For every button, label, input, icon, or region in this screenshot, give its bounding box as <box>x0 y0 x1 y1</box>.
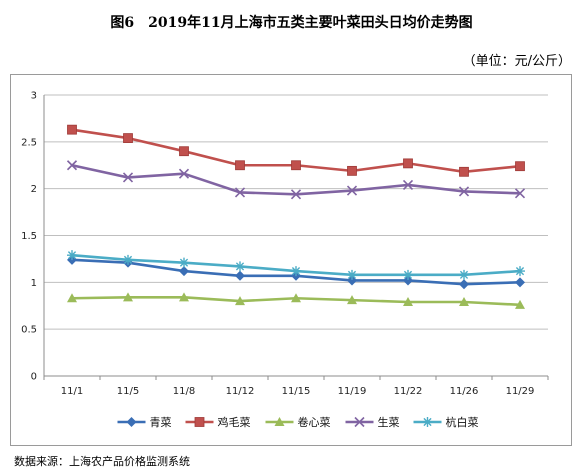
data-point-鸡毛菜 <box>123 133 133 143</box>
legend-label: 青菜 <box>150 416 172 429</box>
data-point-杭白菜 <box>459 269 469 280</box>
data-point-卷心菜 <box>67 293 77 303</box>
legend-label: 卷心菜 <box>298 415 331 429</box>
y-tick-label: 2 <box>31 184 37 195</box>
data-point-卷心菜 <box>123 292 133 302</box>
y-tick-label: 1.5 <box>21 231 37 242</box>
x-tick-label: 11/5 <box>117 386 139 397</box>
legend-marker-杭白菜 <box>422 417 433 427</box>
legend-marker-生菜 <box>354 416 365 428</box>
x-tick-label: 11/8 <box>173 386 195 397</box>
data-point-鸡毛菜 <box>515 161 525 172</box>
data-point-生菜 <box>122 172 134 183</box>
data-point-卷心菜 <box>459 297 469 307</box>
y-tick-label: 2.5 <box>21 137 37 148</box>
data-point-鸡毛菜 <box>235 160 245 171</box>
legend-label: 杭白菜 <box>446 415 479 429</box>
data-point-鸡毛菜 <box>459 166 469 177</box>
data-point-鸡毛菜 <box>67 124 77 135</box>
data-point-卷心菜 <box>235 296 245 306</box>
chart-frame <box>10 74 572 446</box>
data-point-杭白菜 <box>179 257 189 268</box>
legend-marker-鸡毛菜 <box>194 417 205 427</box>
chart-title: 图6 2019年11月上海市五类主要叶菜田头日均价走势图 <box>110 15 473 31</box>
data-point-青菜 <box>515 277 525 288</box>
legend-marker-青菜 <box>126 417 137 427</box>
data-point-生菜 <box>514 188 526 199</box>
data-source-note: 数据来源：上海农产品价格监测系统 <box>14 455 190 468</box>
data-point-青菜 <box>235 270 245 281</box>
data-point-杭白菜 <box>515 266 525 277</box>
legend-marker-卷心菜 <box>274 417 285 426</box>
data-point-青菜 <box>459 279 469 290</box>
x-tick-label: 11/22 <box>394 386 423 397</box>
data-point-鸡毛菜 <box>291 160 301 171</box>
data-point-杭白菜 <box>291 266 301 277</box>
data-point-卷心菜 <box>179 292 189 302</box>
unit-label: （单位：元/公斤） <box>462 54 571 69</box>
data-point-生菜 <box>346 185 358 196</box>
data-point-杭白菜 <box>235 261 245 272</box>
y-tick-label: 0.5 <box>21 325 37 336</box>
data-point-生菜 <box>458 186 470 197</box>
data-point-卷心菜 <box>291 293 301 303</box>
x-tick-label: 11/19 <box>338 386 367 397</box>
data-point-杭白菜 <box>403 269 413 280</box>
legend-label: 生菜 <box>378 415 400 429</box>
data-point-杭白菜 <box>123 254 133 265</box>
x-tick-label: 11/29 <box>506 386 535 397</box>
data-point-生菜 <box>66 160 78 171</box>
data-point-卷心菜 <box>403 297 413 307</box>
data-point-生菜 <box>402 179 414 190</box>
data-point-卷心菜 <box>347 295 357 305</box>
data-point-生菜 <box>234 187 246 198</box>
legend-label: 鸡毛菜 <box>218 415 251 429</box>
data-point-生菜 <box>178 168 190 179</box>
x-tick-label: 11/15 <box>282 386 311 397</box>
data-point-杭白菜 <box>347 269 357 280</box>
x-tick-label: 11/26 <box>450 386 479 397</box>
y-tick-label: 1 <box>31 278 37 289</box>
data-point-杭白菜 <box>67 250 77 261</box>
data-point-卷心菜 <box>515 299 525 309</box>
y-tick-label: 3 <box>31 91 37 102</box>
y-tick-label: 0 <box>31 372 37 383</box>
data-point-鸡毛菜 <box>347 165 357 176</box>
x-tick-label: 11/12 <box>226 386 255 397</box>
data-point-鸡毛菜 <box>179 146 189 157</box>
data-point-青菜 <box>179 266 189 277</box>
x-tick-label: 11/1 <box>61 386 83 397</box>
data-point-鸡毛菜 <box>403 158 413 169</box>
data-point-生菜 <box>290 189 302 200</box>
